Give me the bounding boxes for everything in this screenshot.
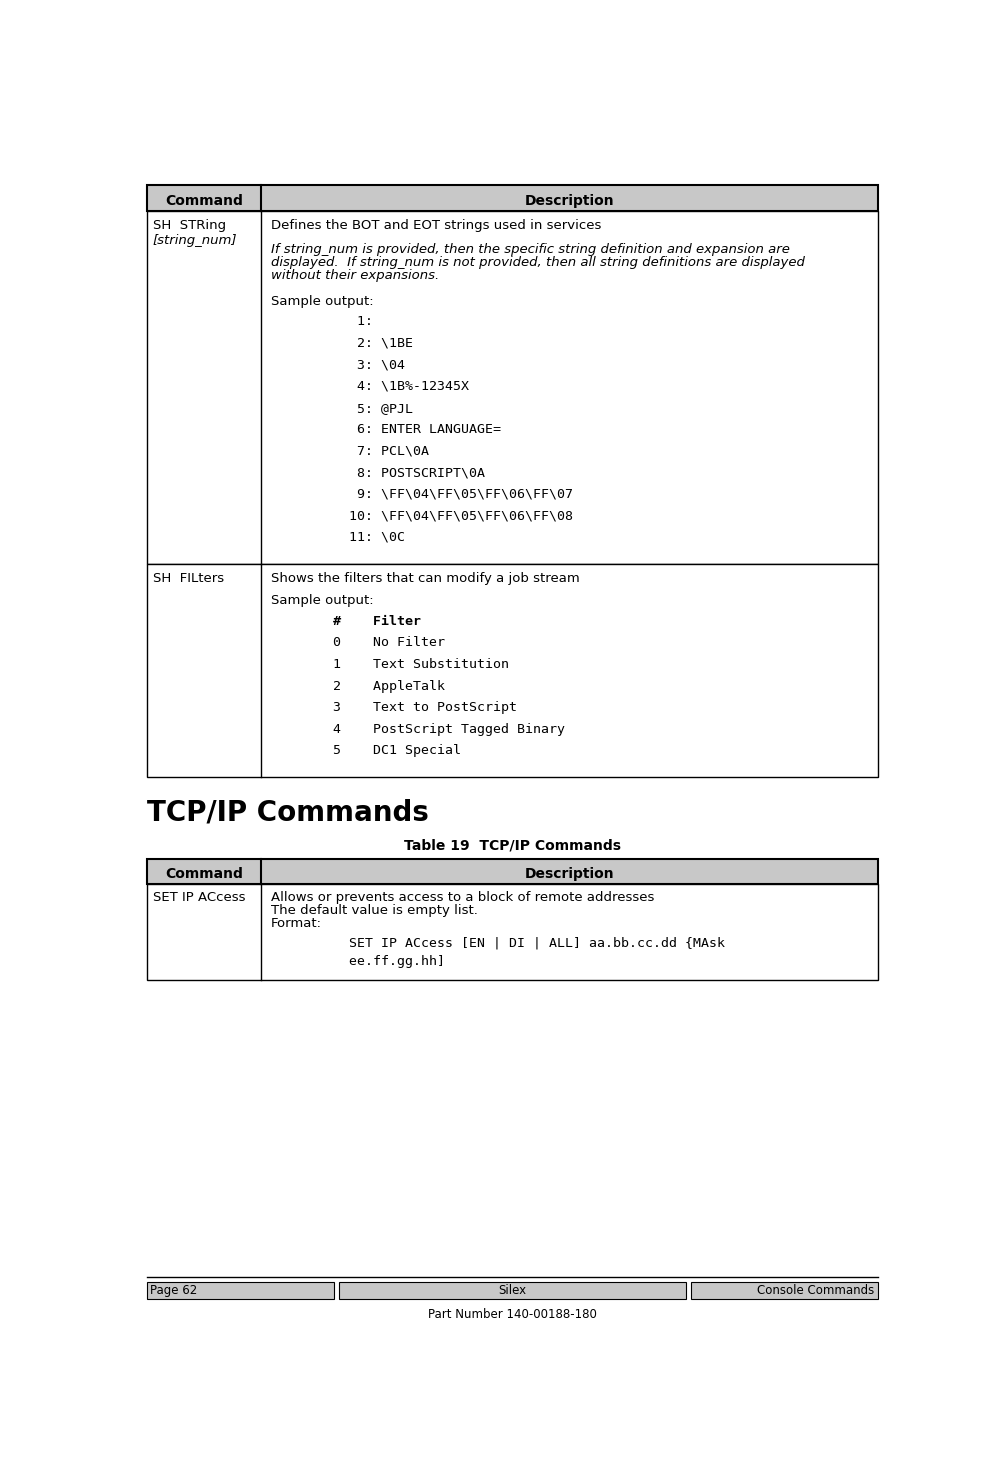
Text: SET IP ACcess [EN | DI | ALL] aa.bb.cc.dd {MAsk: SET IP ACcess [EN | DI | ALL] aa.bb.cc.d… bbox=[317, 936, 725, 950]
Text: 5: @PJL: 5: @PJL bbox=[333, 402, 413, 414]
Text: 0    No Filter: 0 No Filter bbox=[333, 636, 445, 649]
Text: without their expansions.: without their expansions. bbox=[271, 269, 439, 282]
Text: 5    DC1 Special: 5 DC1 Special bbox=[333, 744, 461, 757]
Text: Sample output:: Sample output: bbox=[271, 294, 374, 308]
Text: Description: Description bbox=[524, 867, 614, 880]
Text: 3    Text to PostScript: 3 Text to PostScript bbox=[333, 701, 516, 714]
Text: 4: \1B%-12345X: 4: \1B%-12345X bbox=[333, 380, 469, 393]
Bar bbox=[690, 1282, 878, 1299]
Bar bbox=[147, 883, 878, 979]
Text: Silex: Silex bbox=[499, 1284, 526, 1297]
Text: SH  STRing: SH STRing bbox=[153, 219, 226, 232]
Text: 8: POSTSCRIPT\0A: 8: POSTSCRIPT\0A bbox=[333, 466, 485, 479]
Text: 2    AppleTalk: 2 AppleTalk bbox=[333, 679, 445, 692]
Text: Console Commands: Console Commands bbox=[757, 1284, 874, 1297]
Text: 1    Text Substitution: 1 Text Substitution bbox=[333, 658, 508, 671]
Text: SH  FILters: SH FILters bbox=[153, 572, 224, 584]
Text: 6: ENTER LANGUAGE=: 6: ENTER LANGUAGE= bbox=[333, 423, 500, 436]
Text: SET IP ACcess: SET IP ACcess bbox=[153, 892, 246, 904]
Bar bbox=[147, 211, 878, 563]
Text: Command: Command bbox=[165, 194, 243, 207]
Text: 1:: 1: bbox=[333, 315, 373, 328]
Text: 11: \0C: 11: \0C bbox=[333, 531, 405, 544]
Text: TCP/IP Commands: TCP/IP Commands bbox=[147, 799, 429, 827]
Text: The default value is empty list.: The default value is empty list. bbox=[271, 904, 478, 917]
Text: Page 62: Page 62 bbox=[151, 1284, 198, 1297]
Text: Shows the filters that can modify a job stream: Shows the filters that can modify a job … bbox=[271, 572, 579, 584]
Text: 7: PCL\0A: 7: PCL\0A bbox=[333, 445, 429, 457]
Bar bbox=[147, 859, 878, 883]
Text: Table 19  TCP/IP Commands: Table 19 TCP/IP Commands bbox=[404, 839, 620, 853]
Text: Allows or prevents access to a block of remote addresses: Allows or prevents access to a block of … bbox=[271, 892, 654, 904]
Text: Part Number 140-00188-180: Part Number 140-00188-180 bbox=[428, 1307, 596, 1321]
Bar bbox=[147, 185, 878, 211]
Text: Sample output:: Sample output: bbox=[271, 595, 374, 606]
Text: Command: Command bbox=[165, 867, 243, 880]
Text: [string_num]: [string_num] bbox=[153, 234, 238, 247]
Text: 10: \FF\04\FF\05\FF\06\FF\08: 10: \FF\04\FF\05\FF\06\FF\08 bbox=[333, 509, 572, 522]
Text: Description: Description bbox=[524, 194, 614, 207]
Text: 4    PostScript Tagged Binary: 4 PostScript Tagged Binary bbox=[333, 723, 564, 735]
Text: #    Filter: # Filter bbox=[333, 615, 421, 629]
Text: 2: \1BE: 2: \1BE bbox=[333, 337, 413, 351]
Bar bbox=[147, 563, 878, 778]
Text: If string_num is provided, then the specific string definition and expansion are: If string_num is provided, then the spec… bbox=[271, 243, 789, 256]
Bar bbox=[147, 1282, 334, 1299]
Text: 9: \FF\04\FF\05\FF\06\FF\07: 9: \FF\04\FF\05\FF\06\FF\07 bbox=[333, 488, 572, 501]
Text: 3: \04: 3: \04 bbox=[333, 358, 405, 371]
Text: Defines the BOT and EOT strings used in services: Defines the BOT and EOT strings used in … bbox=[271, 219, 601, 232]
Text: ee.ff.gg.hh]: ee.ff.gg.hh] bbox=[317, 955, 446, 969]
Text: Format:: Format: bbox=[271, 917, 322, 930]
Bar bbox=[339, 1282, 686, 1299]
Text: displayed.  If string_num is not provided, then all string definitions are displ: displayed. If string_num is not provided… bbox=[271, 256, 804, 269]
